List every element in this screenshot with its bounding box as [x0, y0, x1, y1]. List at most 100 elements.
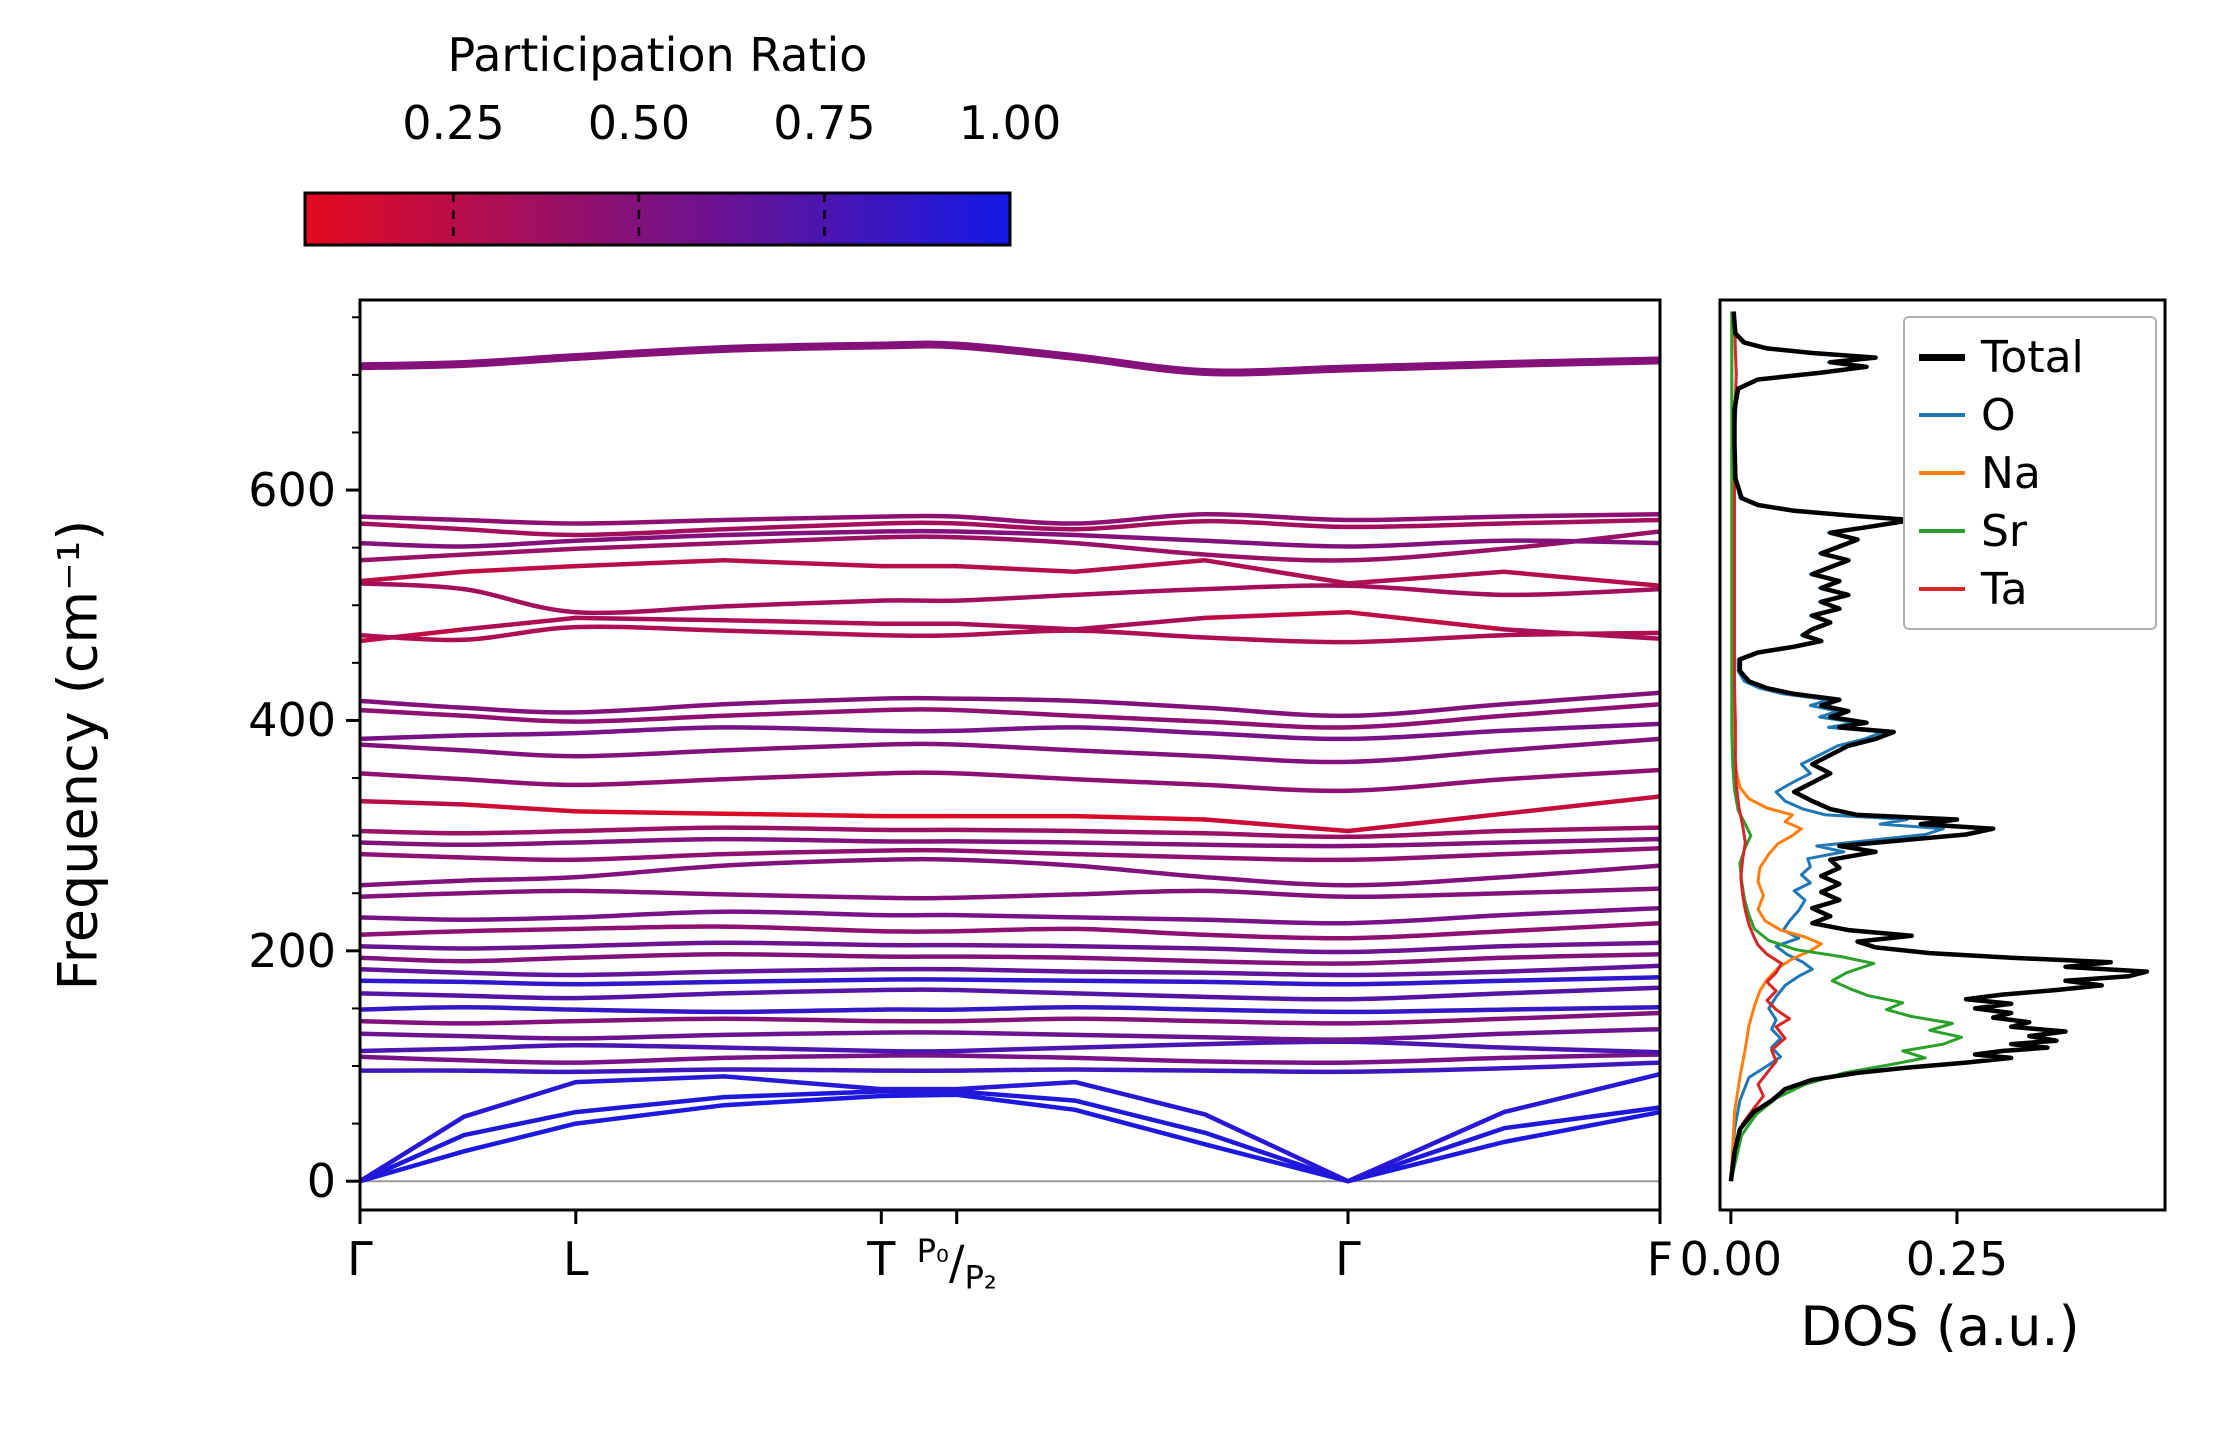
band-segment — [1501, 794, 1660, 816]
band-segment — [573, 558, 727, 569]
band-segment — [1345, 811, 1507, 834]
dos-x-axis-label: DOS (a.u.) — [1800, 1295, 2080, 1358]
legend-item-o: O — [1919, 386, 2149, 444]
band-segment — [721, 811, 884, 819]
band-curve — [360, 1092, 1660, 1184]
band-curve — [360, 963, 1660, 978]
colorbar-tick-label: 0.25 — [402, 96, 505, 150]
band-y-axis-label: Frequency (cm⁻¹) — [46, 519, 110, 991]
band-curve — [360, 856, 1660, 888]
band-curve — [360, 1039, 1660, 1055]
k-point-label: Γ — [1335, 1232, 1361, 1286]
band-curve — [360, 952, 1660, 966]
k-point-label: T — [867, 1232, 896, 1286]
band-curve — [360, 846, 1660, 863]
legend-label-o: O — [1981, 389, 2016, 441]
band-panel — [346, 298, 1662, 1224]
y-tick-label: 600 — [248, 463, 336, 518]
band-segment — [954, 563, 1078, 575]
legend-label-na: Na — [1981, 447, 2041, 499]
dos-x-tick-label: 0.00 — [1679, 1232, 1783, 1286]
phonon-bands — [360, 340, 1660, 1184]
dos-curve-sr — [1729, 311, 1963, 1182]
colorbar-tick-label: 0.50 — [587, 96, 691, 150]
band-segment — [461, 615, 579, 632]
band-segment — [360, 627, 467, 644]
band-curve — [360, 1060, 1660, 1075]
band-curve — [360, 581, 1660, 616]
band-segment — [1345, 569, 1507, 586]
band-curve — [360, 529, 1660, 563]
dos-panel — [1718, 298, 2167, 1224]
band-segment — [1345, 609, 1507, 632]
legend-line-o — [1919, 413, 1965, 417]
band-segment — [573, 615, 727, 623]
band-curve — [360, 836, 1660, 849]
band-curve — [360, 1005, 1660, 1015]
legend-item-total: Total — [1919, 328, 2149, 386]
band-segment — [1202, 609, 1351, 621]
band-curve — [360, 1052, 1660, 1066]
dos-curves — [1728, 311, 2150, 1182]
y-tick-label: 0 — [306, 1154, 336, 1209]
legend-line-na — [1919, 471, 1965, 475]
legend-label-ta: Ta — [1981, 563, 2028, 615]
band-segment — [360, 798, 467, 807]
band-curve — [360, 721, 1660, 742]
legend-label-sr: Sr — [1981, 505, 2028, 557]
band-curve — [360, 736, 1660, 765]
legend-line-ta — [1919, 587, 1965, 591]
band-curve — [360, 920, 1660, 941]
band-segment — [360, 569, 467, 584]
dos-curve-na — [1729, 311, 1823, 1182]
band-curve — [360, 690, 1660, 719]
colorbar-tick-label: 0.75 — [773, 96, 876, 150]
band-curve — [360, 702, 1660, 730]
legend-label-total: Total — [1981, 331, 2084, 383]
dos-curve-total — [1728, 311, 2150, 1182]
band-segment — [573, 809, 727, 816]
band-curve — [360, 767, 1660, 794]
legend-line-sr — [1919, 529, 1965, 533]
y-tick-label: 200 — [248, 923, 336, 978]
dos-x-tick-label: 0.25 — [1905, 1232, 2009, 1286]
y-tick-label: 400 — [248, 693, 336, 748]
colorbar — [303, 191, 1012, 247]
legend-item-sr: Sr — [1919, 502, 2149, 560]
band-curve — [360, 1010, 1660, 1026]
band-curve — [360, 1026, 1660, 1042]
band-curve — [360, 512, 1660, 526]
legend-item-ta: Ta — [1919, 560, 2149, 618]
band-segment — [1072, 813, 1208, 822]
dos-curve-ta — [1729, 311, 1792, 1182]
colorbar-tick-label: 1.00 — [958, 96, 1062, 150]
dos-legend: Total O Na Sr Ta — [1903, 316, 2157, 630]
band-segment — [461, 563, 579, 575]
band-curve — [360, 905, 1660, 926]
band-curve — [360, 825, 1660, 840]
legend-line-total — [1919, 353, 1965, 361]
band-segment — [1202, 817, 1351, 834]
band-curve — [360, 528, 1660, 549]
band-curve — [360, 975, 1660, 987]
band-curve — [360, 624, 1660, 645]
k-point-label: L — [562, 1232, 589, 1286]
legend-item-na: Na — [1919, 444, 2149, 502]
k-point-label: Γ — [347, 1232, 373, 1286]
band-segment — [461, 802, 579, 814]
band-curve — [360, 985, 1660, 1002]
band-segment — [1072, 615, 1208, 632]
colorbar-title: Participation Ratio — [447, 28, 868, 82]
band-segment — [721, 558, 884, 569]
band-curve — [360, 1071, 1660, 1184]
band-curve — [360, 343, 1660, 377]
band-segment — [1072, 558, 1208, 575]
band-curve — [360, 940, 1660, 955]
band-curve — [360, 886, 1660, 901]
band-curve — [360, 517, 1660, 538]
band-segment — [721, 617, 884, 626]
band-segment — [1202, 558, 1351, 586]
band-curve — [360, 340, 1660, 374]
